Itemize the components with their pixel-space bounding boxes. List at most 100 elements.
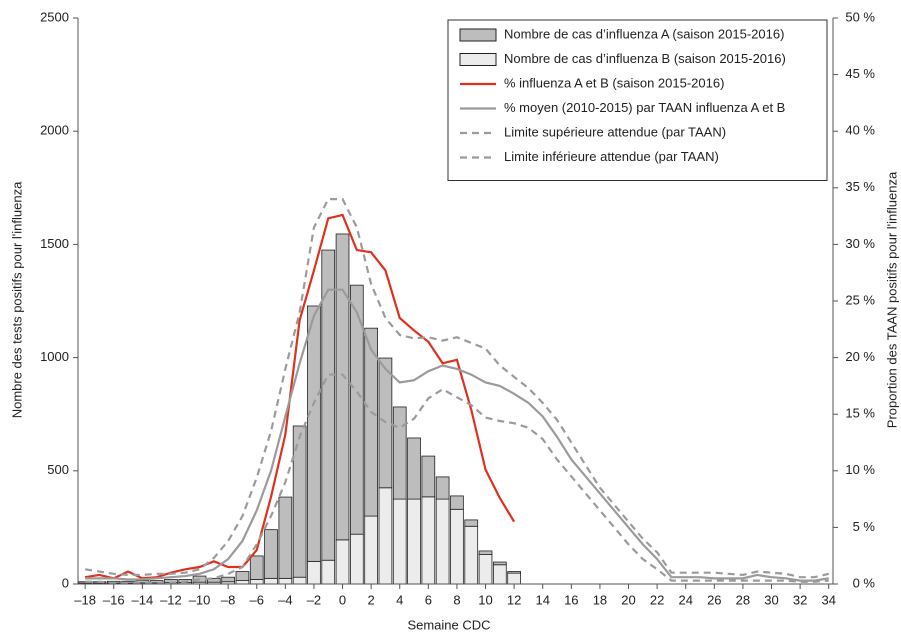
y2-tick-label: 15 %	[845, 406, 875, 421]
x-tick-label: 26	[707, 592, 721, 607]
y-tick-label: 1500	[40, 236, 69, 251]
x-tick-label: 8	[453, 592, 460, 607]
bar	[149, 580, 164, 584]
bar	[492, 564, 507, 585]
bar	[292, 576, 307, 585]
bar	[335, 233, 350, 541]
x-tick-label: 30	[764, 592, 778, 607]
bar	[364, 327, 378, 517]
y-axis-label: Nombre des tests positifs pour l'influen…	[9, 181, 24, 418]
bar	[278, 496, 293, 579]
bar	[492, 561, 507, 566]
bar	[507, 571, 521, 574]
bar	[464, 525, 479, 585]
x-tick-label: 10	[478, 592, 492, 607]
bar	[435, 498, 450, 585]
line	[84, 198, 829, 579]
y2-tick-label: 40 %	[845, 123, 875, 138]
bar	[421, 455, 436, 498]
bar	[350, 284, 364, 535]
legend-label: Nombre de cas d’influenza A (saison 2015…	[504, 26, 784, 41]
y-tick-label: 0	[62, 575, 69, 590]
bar	[478, 550, 493, 555]
x-tick-label: –16	[103, 592, 125, 607]
x-tick-label: –14	[131, 592, 153, 607]
x-axis-label: Semaine CDC	[407, 617, 490, 632]
y2-tick-label: 50 %	[845, 9, 875, 24]
x-tick-label: 16	[564, 592, 578, 607]
x-tick-label: –2	[307, 592, 321, 607]
bar	[435, 476, 450, 500]
x-tick-label: 18	[593, 592, 607, 607]
bar	[307, 560, 321, 585]
bar	[278, 577, 293, 585]
bar	[221, 576, 235, 583]
y-tick-label: 2000	[40, 123, 69, 138]
legend-label: % influenza A et B (saison 2015-2016)	[504, 75, 724, 90]
y2-tick-label: 35 %	[845, 179, 875, 194]
x-tick-label: 12	[507, 592, 521, 607]
legend-swatch	[459, 53, 497, 66]
bar	[507, 572, 521, 585]
bar	[464, 519, 479, 527]
legend-box	[447, 19, 828, 181]
x-tick-label: –8	[221, 592, 235, 607]
y-tick-label: 1000	[40, 349, 69, 364]
y2-tick-label: 20 %	[845, 349, 875, 364]
bar	[335, 539, 350, 585]
bar	[364, 515, 378, 585]
x-tick-label: –10	[189, 592, 211, 607]
bar	[450, 495, 464, 510]
x-tick-label: –12	[160, 592, 182, 607]
y2-tick-label: 5 %	[853, 519, 876, 534]
y2-tick-label: 30 %	[845, 236, 875, 251]
y-tick-label: 500	[47, 462, 69, 477]
bar	[378, 487, 393, 585]
bar	[407, 437, 421, 500]
x-tick-label: 6	[425, 592, 432, 607]
line	[84, 213, 516, 580]
bar	[235, 571, 250, 582]
bar	[307, 305, 321, 562]
legend-label: Limite inférieure attendue (par TAAN)	[504, 149, 719, 164]
x-tick-label: 14	[535, 592, 549, 607]
bar	[135, 580, 150, 584]
bar	[249, 555, 264, 580]
x-tick-label: 2	[368, 592, 375, 607]
bar	[249, 579, 264, 585]
x-tick-label: 22	[650, 592, 664, 607]
line	[85, 288, 829, 582]
bar	[407, 498, 421, 585]
y-tick-label: 2500	[40, 9, 69, 24]
x-tick-label: 24	[678, 592, 692, 607]
x-tick-label: 20	[621, 592, 635, 607]
bar	[350, 533, 364, 585]
bar	[321, 249, 336, 561]
line	[85, 373, 829, 584]
bar	[292, 425, 307, 578]
x-tick-label: 28	[736, 592, 750, 607]
bar	[207, 577, 221, 583]
x-tick-label: –6	[250, 592, 264, 607]
bar	[264, 529, 278, 579]
bar	[478, 554, 493, 585]
x-tick-label: 34	[821, 592, 835, 607]
bar	[392, 498, 407, 585]
bar	[235, 580, 250, 585]
y2-tick-label: 10 %	[845, 462, 875, 477]
legend-label: Nombre de cas d’influenza B (saison 2015…	[504, 51, 786, 66]
y2-tick-label: 25 %	[845, 292, 875, 307]
bar	[421, 496, 436, 585]
y2-axis-label: Proportion des TAAN positifs pour l'infl…	[884, 171, 899, 428]
legend-label: Limite supérieure attendue (par TAAN)	[504, 124, 726, 139]
y2-tick-label: 45 %	[845, 66, 875, 81]
x-tick-label: 32	[793, 592, 807, 607]
bar	[392, 406, 407, 500]
x-tick-label: –18	[74, 592, 96, 607]
bar	[450, 508, 464, 585]
bar	[321, 559, 336, 585]
legend-label: % moyen (2010-2015) par TAAN influenza A…	[504, 100, 785, 115]
legend-swatch	[459, 28, 497, 42]
bar	[264, 577, 278, 585]
